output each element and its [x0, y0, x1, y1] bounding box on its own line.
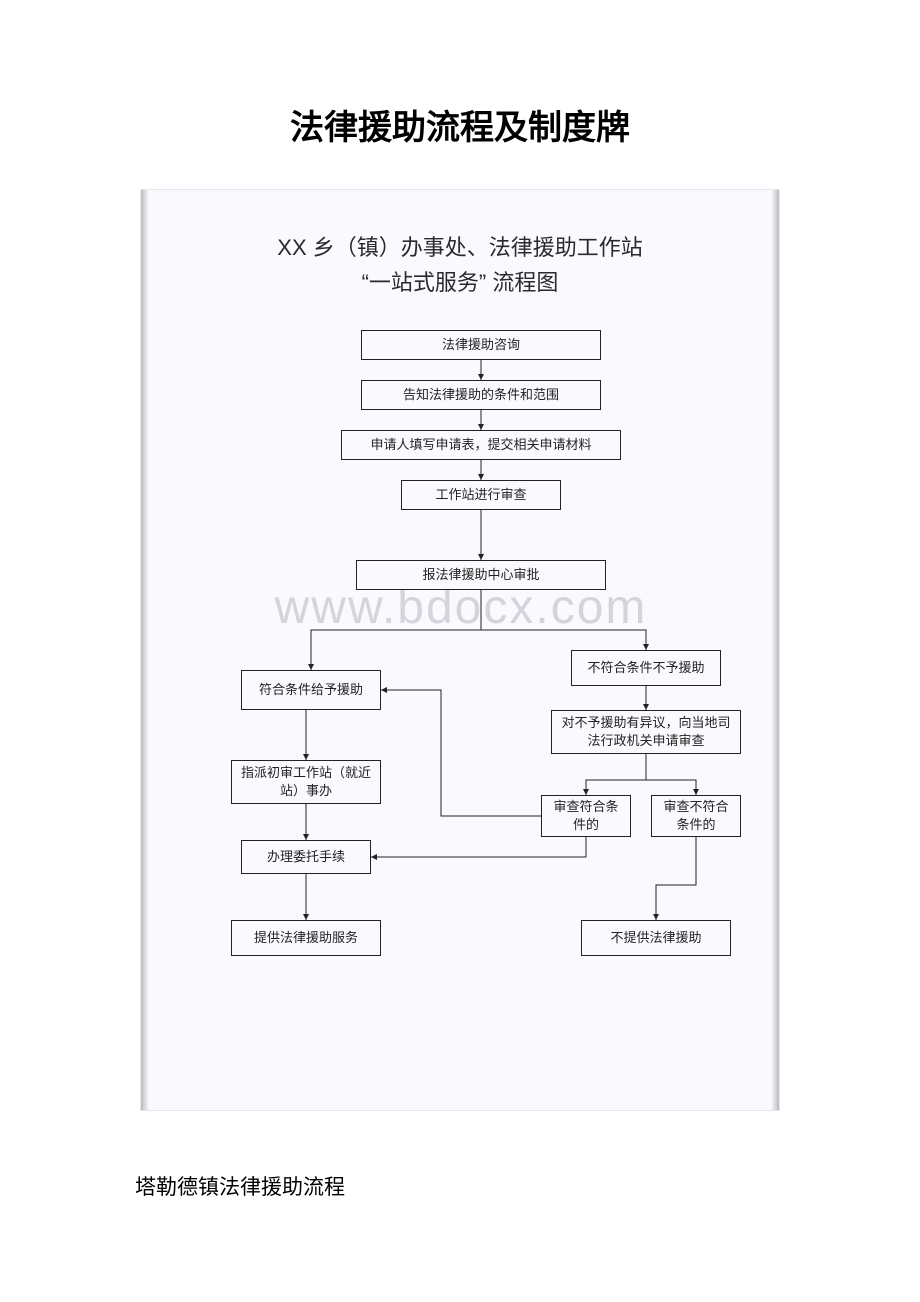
flow-edge-10 — [646, 780, 696, 795]
flowchart-canvas: www.bdocx.com 法律援助咨询告知法律援助的条件和范围申请人填写申请表… — [141, 330, 781, 1010]
scanned-chart-area: XX 乡（镇）办事处、法律援助工作站 “一站式服务” 流程图 www.bdocx… — [140, 189, 780, 1111]
flow-node-n8: 对不予援助有异议，向当地司法行政机关申请审查 — [551, 710, 741, 754]
flow-node-n3: 申请人填写申请表，提交相关申请材料 — [341, 430, 621, 460]
flow-node-n4: 工作站进行审查 — [401, 480, 561, 510]
flow-node-n6: 符合条件给予援助 — [241, 670, 381, 710]
flow-edge-15 — [371, 837, 586, 857]
flow-node-n7: 不符合条件不予援助 — [571, 650, 721, 686]
flowchart-title-line2: “一站式服务” 流程图 — [362, 270, 559, 295]
flow-node-n13: 提供法律援助服务 — [231, 920, 381, 956]
flow-node-n1: 法律援助咨询 — [361, 330, 601, 360]
footer-text: 塔勒德镇法律援助流程 — [135, 1171, 850, 1201]
flow-node-n5: 报法律援助中心审批 — [356, 560, 606, 590]
flow-node-n12: 办理委托手续 — [241, 840, 371, 874]
flow-edge-16 — [656, 837, 696, 920]
flowchart-title: XX 乡（镇）办事处、法律援助工作站 “一站式服务” 流程图 — [191, 230, 729, 300]
flow-node-n2: 告知法律援助的条件和范围 — [361, 380, 601, 410]
flow-node-n9: 指派初审工作站（就近站）事办 — [231, 760, 381, 804]
flow-edge-9 — [586, 780, 646, 795]
flowchart-title-line1: XX 乡（镇）办事处、法律援助工作站 — [277, 235, 642, 260]
flow-edge-14 — [381, 690, 541, 816]
page: 法律援助流程及制度牌 XX 乡（镇）办事处、法律援助工作站 “一站式服务” 流程… — [0, 0, 920, 1302]
document-title: 法律援助流程及制度牌 — [70, 100, 850, 149]
flow-node-n10: 审查符合条件的 — [541, 795, 631, 837]
flow-node-n11: 审查不符合条件的 — [651, 795, 741, 837]
flow-edge-6 — [481, 630, 646, 650]
flow-edge-5 — [311, 630, 481, 670]
flow-node-n14: 不提供法律援助 — [581, 920, 731, 956]
